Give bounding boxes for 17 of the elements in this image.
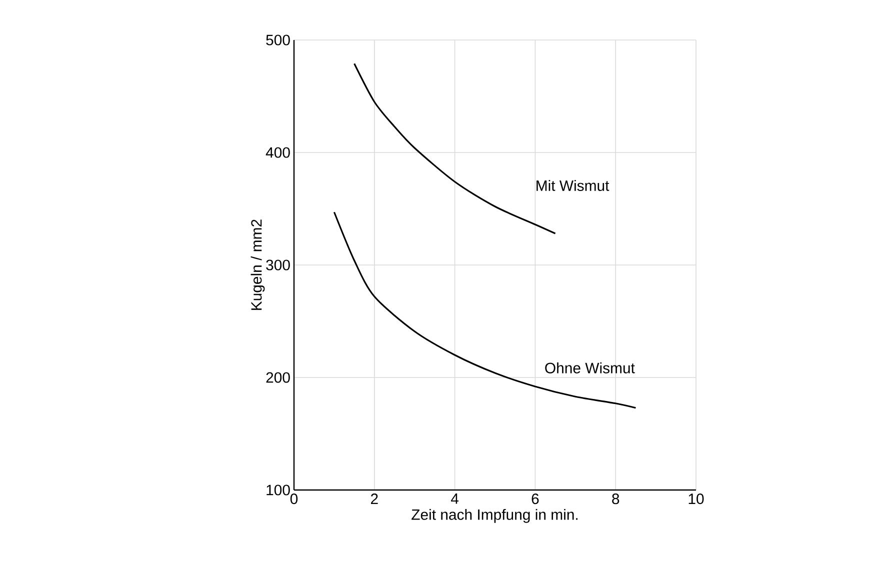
x-tick-label: 2 [370, 494, 378, 504]
x-tick-label: 0 [290, 494, 298, 504]
x-tick-label: 10 [688, 494, 704, 504]
y-tick-label: 300 [266, 260, 290, 270]
y-tick-label: 400 [266, 147, 290, 158]
x-axis-title: Zeit nach Impfung in min. [412, 508, 578, 523]
line-series [333, 211, 637, 409]
y-tick-label: 100 [266, 484, 290, 496]
x-tick-label: 6 [532, 494, 539, 504]
y-tick-label: 500 [266, 34, 290, 46]
y-axis-title: Kugeln / mm2 [250, 220, 265, 310]
series-label: Ohne Wismut [545, 362, 635, 374]
text: Mit Wismut [536, 180, 610, 191]
y-tick-label: 200 [266, 372, 290, 383]
x-tick-label: 8 [612, 494, 620, 504]
x-tick-label: 4 [450, 494, 459, 504]
line-series [354, 62, 556, 234]
